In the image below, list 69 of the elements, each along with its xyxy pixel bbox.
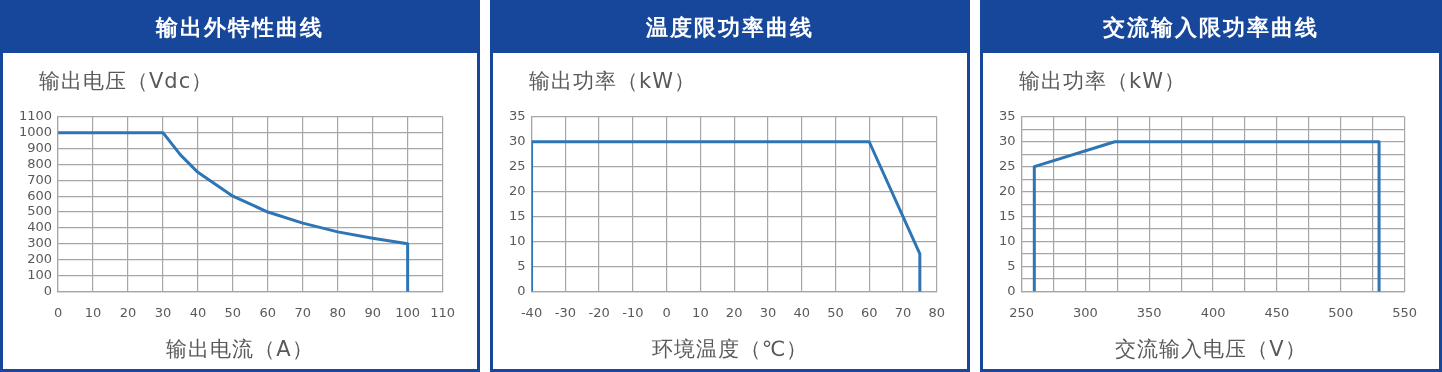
x-tick-label: 60 xyxy=(259,304,277,320)
x-tick-label: -20 xyxy=(588,304,610,320)
x-tick-label: 70 xyxy=(294,304,312,320)
x-tick-label: -40 xyxy=(520,304,543,320)
x-tick-label: 400 xyxy=(1200,304,1226,320)
x-axis-title: 交流输入电压（V） xyxy=(1114,336,1308,363)
x-tick-label: 20 xyxy=(725,304,743,320)
y-tick-label: 35 xyxy=(999,108,1016,124)
x-tick-label: 250 xyxy=(1009,304,1034,320)
chart-title: 交流输入限功率曲线 xyxy=(983,3,1439,53)
y-tick-label: 30 xyxy=(999,133,1016,149)
y-axis-title: 输出功率（kW） xyxy=(529,68,696,95)
x-tick-label: 550 xyxy=(1392,304,1418,320)
x-tick-label: 0 xyxy=(662,304,671,320)
y-tick-label: 25 xyxy=(509,158,526,174)
x-tick-label: 30 xyxy=(154,304,172,320)
x-tick-label: 10 xyxy=(84,304,102,320)
x-tick-label: 60 xyxy=(860,304,878,320)
x-tick-label: -10 xyxy=(622,304,644,320)
y-tick-label: 10 xyxy=(999,232,1016,248)
x-tick-label: 100 xyxy=(395,304,421,320)
x-tick-label: 80 xyxy=(329,304,346,320)
y-tick-label: 5 xyxy=(1007,257,1016,273)
x-tick-label: 50 xyxy=(827,304,844,320)
y-tick-label: 20 xyxy=(509,183,526,198)
y-tick-label: 5 xyxy=(517,257,526,273)
y-tick-label: 0 xyxy=(1007,282,1016,298)
y-tick-label: 900 xyxy=(27,139,53,155)
x-tick-label: 50 xyxy=(224,304,242,320)
x-tick-label: 40 xyxy=(189,304,207,320)
y-tick-label: 1100 xyxy=(18,108,53,124)
x-tick-label: 40 xyxy=(793,304,810,320)
y-tick-label: 35 xyxy=(509,108,526,124)
y-tick-label: 15 xyxy=(509,207,526,223)
y-tick-label: 500 xyxy=(27,203,53,219)
y-tick-label: 200 xyxy=(27,251,53,267)
x-tick-label: 90 xyxy=(364,304,381,320)
y-tick-label: 700 xyxy=(27,171,53,187)
x-tick-label: 30 xyxy=(759,304,777,320)
chart-title: 温度限功率曲线 xyxy=(493,3,967,53)
y-tick-label: 10 xyxy=(509,232,526,248)
x-tick-label: -30 xyxy=(554,304,576,320)
x-tick-label: 0 xyxy=(53,304,63,320)
y-axis-title: 输出功率（kW） xyxy=(1019,68,1186,95)
y-axis-title: 输出电压（Vdc） xyxy=(39,68,214,95)
y-tick-label: 25 xyxy=(999,158,1016,174)
x-tick-label: 10 xyxy=(692,304,709,320)
y-tick-label: 15 xyxy=(999,207,1016,223)
y-tick-label: 0 xyxy=(43,282,53,298)
x-axis-title: 环境温度（℃） xyxy=(650,336,810,363)
y-tick-label: 800 xyxy=(27,155,53,171)
y-tick-label: 100 xyxy=(27,266,53,282)
y-tick-label: 300 xyxy=(27,235,53,251)
x-tick-label: 80 xyxy=(928,304,945,320)
y-tick-label: 600 xyxy=(27,187,53,203)
x-tick-label: 450 xyxy=(1264,304,1290,320)
y-tick-label: 30 xyxy=(509,133,526,149)
y-tick-label: 0 xyxy=(517,282,526,298)
y-tick-label: 20 xyxy=(999,183,1016,198)
y-tick-label: 1000 xyxy=(18,124,53,140)
y-tick-label: 400 xyxy=(27,219,53,235)
x-tick-label: 110 xyxy=(430,304,456,320)
chart-title: 输出外特性曲线 xyxy=(3,3,477,53)
x-tick-label: 20 xyxy=(119,304,137,320)
x-tick-label: 70 xyxy=(894,304,912,320)
x-tick-label: 300 xyxy=(1072,304,1098,320)
x-axis-title: 输出电流（A） xyxy=(165,336,315,363)
x-tick-label: 350 xyxy=(1136,304,1162,320)
x-tick-label: 500 xyxy=(1328,304,1354,320)
